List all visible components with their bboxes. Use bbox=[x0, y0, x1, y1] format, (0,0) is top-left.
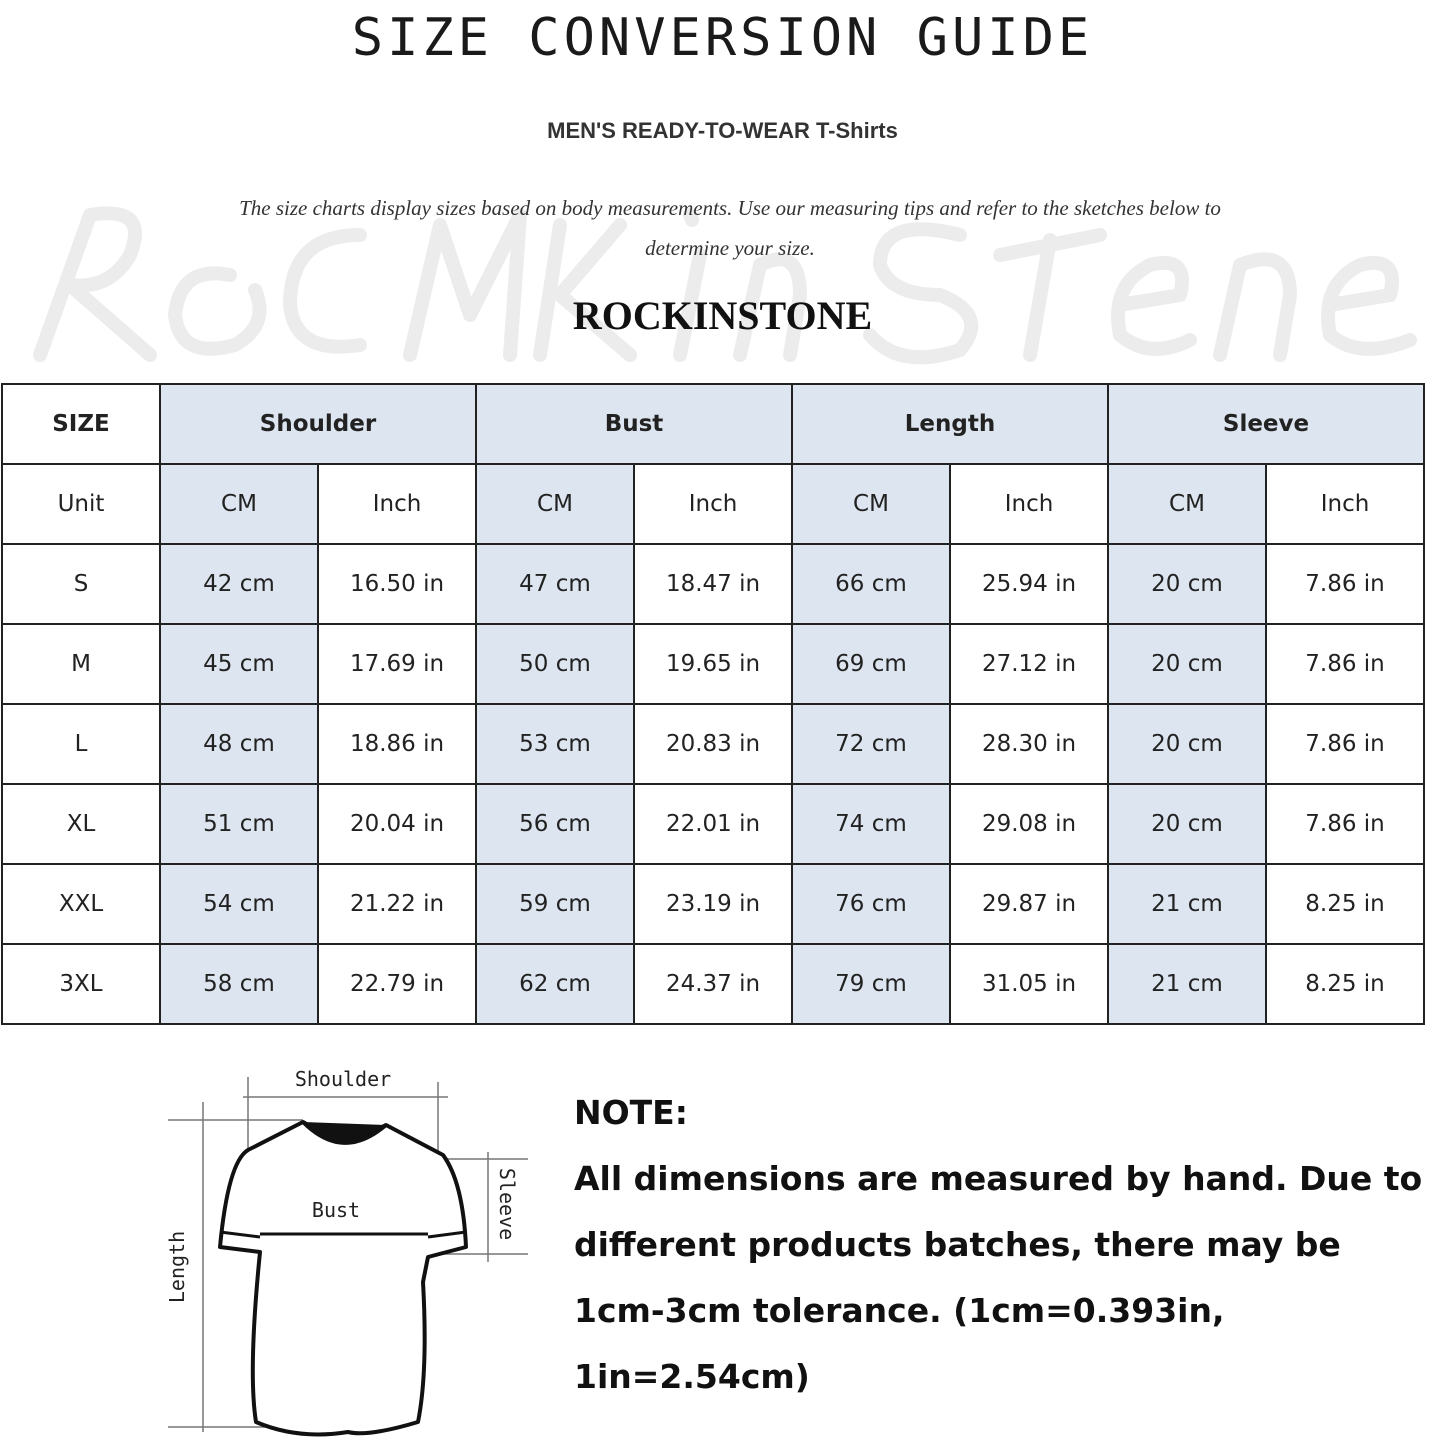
unit-header: Inch bbox=[1265, 463, 1425, 545]
measurement-cell: 59 cm bbox=[475, 863, 635, 945]
measurement-cell: 29.87 in bbox=[949, 863, 1109, 945]
measurement-cell: 8.25 in bbox=[1265, 863, 1425, 945]
measurement-cell: 48 cm bbox=[159, 703, 319, 785]
measurement-cell: 23.19 in bbox=[633, 863, 793, 945]
measurement-cell: 20.83 in bbox=[633, 703, 793, 785]
unit-label: Unit bbox=[1, 463, 161, 545]
measurement-cell: 20 cm bbox=[1107, 543, 1267, 625]
measurement-cell: 66 cm bbox=[791, 543, 951, 625]
measurement-cell: 7.86 in bbox=[1265, 703, 1425, 785]
measurement-cell: 21.22 in bbox=[317, 863, 477, 945]
measurement-cell: 7.86 in bbox=[1265, 783, 1425, 865]
measurement-cell: 74 cm bbox=[791, 783, 951, 865]
watermark-logo bbox=[33, 206, 1417, 365]
measurement-cell: 18.47 in bbox=[633, 543, 793, 625]
measurement-cell: 17.69 in bbox=[317, 623, 477, 705]
table-row: XXL 54 cm 21.22 in 59 cm 23.19 in 76 cm 29.87 … bbox=[1, 863, 1425, 945]
measurement-cell: 79 cm bbox=[791, 943, 951, 1025]
measurement-cell: 25.94 in bbox=[949, 543, 1109, 625]
tshirt-measurement-sketch: Shoulder Bust Length Sleeve bbox=[165, 1067, 528, 1437]
size-cell: XXL bbox=[1, 863, 161, 945]
unit-header: CM bbox=[1107, 463, 1267, 545]
table-row: M 45 cm 17.69 in 50 cm 19.65 in 69 cm 27.12 in… bbox=[1, 623, 1425, 705]
unit-header: CM bbox=[159, 463, 319, 545]
measurement-cell: 31.05 in bbox=[949, 943, 1109, 1025]
table-row: L 48 cm 18.86 in 53 cm 20.83 in 72 cm 28.30 in… bbox=[1, 703, 1425, 785]
measurement-cell: 62 cm bbox=[475, 943, 635, 1025]
description: The size charts display sizes based on b… bbox=[239, 196, 1221, 260]
table-row: S 42 cm 16.50 in 47 cm 18.47 in 66 cm 25.94 in… bbox=[1, 543, 1425, 625]
measurement-cell: 29.08 in bbox=[949, 783, 1109, 865]
measurement-cell: 42 cm bbox=[159, 543, 319, 625]
size-cell: 3XL bbox=[1, 943, 161, 1025]
column-group-sleeve: Sleeve bbox=[1107, 383, 1425, 465]
measurement-cell: 18.86 in bbox=[317, 703, 477, 785]
column-group-length: Length bbox=[791, 383, 1109, 465]
column-group-bust: Bust bbox=[475, 383, 793, 465]
measurement-cell: 20 cm bbox=[1107, 703, 1267, 785]
size-table: SIZE Shoulder Bust Length Sleeve Unit CM Inch CM… bbox=[1, 383, 1425, 1025]
size-cell: L bbox=[1, 703, 161, 785]
note-heading: NOTE: bbox=[574, 1093, 688, 1132]
unit-header: Inch bbox=[317, 463, 477, 545]
page-title: SIZE CONVERSION GUIDE bbox=[351, 8, 1094, 68]
unit-row: Unit CM Inch CM Inch CM Inch CM Inch bbox=[1, 463, 1425, 545]
measurement-cell: 28.30 in bbox=[949, 703, 1109, 785]
measurement-cell: 53 cm bbox=[475, 703, 635, 785]
measurement-cell: 7.86 in bbox=[1265, 623, 1425, 705]
measurement-cell: 16.50 in bbox=[317, 543, 477, 625]
unit-header: CM bbox=[791, 463, 951, 545]
measurement-cell: 22.01 in bbox=[633, 783, 793, 865]
size-cell: XL bbox=[1, 783, 161, 865]
measurement-cell: 20.04 in bbox=[317, 783, 477, 865]
measurement-cell: 72 cm bbox=[791, 703, 951, 785]
brand-name: ROCKINSTONE bbox=[572, 293, 873, 338]
header-row: SIZE Shoulder Bust Length Sleeve bbox=[1, 383, 1425, 465]
measurement-cell: 22.79 in bbox=[317, 943, 477, 1025]
page-subtitle: MEN'S READY-TO-WEAR T-Shirts bbox=[547, 118, 898, 143]
measurement-cell: 19.65 in bbox=[633, 623, 793, 705]
column-group-shoulder: Shoulder bbox=[159, 383, 477, 465]
measurement-cell: 45 cm bbox=[159, 623, 319, 705]
sketch-label-bust: Bust bbox=[312, 1198, 360, 1222]
size-cell: M bbox=[1, 623, 161, 705]
note-section: NOTE: All dimensions are measured by han… bbox=[574, 1080, 1424, 1410]
measurement-cell: 47 cm bbox=[475, 543, 635, 625]
size-header: SIZE bbox=[1, 383, 161, 465]
measurement-cell: 7.86 in bbox=[1265, 543, 1425, 625]
measurement-cell: 24.37 in bbox=[633, 943, 793, 1025]
unit-header: Inch bbox=[949, 463, 1109, 545]
unit-header: Inch bbox=[633, 463, 793, 545]
measurement-cell: 20 cm bbox=[1107, 783, 1267, 865]
measurement-cell: 76 cm bbox=[791, 863, 951, 945]
note-text: All dimensions are measured by hand. Due… bbox=[574, 1159, 1423, 1396]
measurement-cell: 8.25 in bbox=[1265, 943, 1425, 1025]
size-cell: S bbox=[1, 543, 161, 625]
sketch-label-shoulder: Shoulder bbox=[295, 1067, 391, 1091]
measurement-cell: 58 cm bbox=[159, 943, 319, 1025]
measurement-cell: 54 cm bbox=[159, 863, 319, 945]
measurement-cell: 69 cm bbox=[791, 623, 951, 705]
unit-header: CM bbox=[475, 463, 635, 545]
measurement-cell: 21 cm bbox=[1107, 943, 1267, 1025]
sketch-label-length: Length bbox=[165, 1231, 189, 1303]
table-row: 3XL 58 cm 22.79 in 62 cm 24.37 in 79 cm 31.05 … bbox=[1, 943, 1425, 1025]
measurement-cell: 56 cm bbox=[475, 783, 635, 865]
measurement-cell: 21 cm bbox=[1107, 863, 1267, 945]
table-row: XL 51 cm 20.04 in 56 cm 22.01 in 74 cm 29.08 i… bbox=[1, 783, 1425, 865]
measurement-cell: 51 cm bbox=[159, 783, 319, 865]
sketch-label-sleeve: Sleeve bbox=[495, 1168, 519, 1240]
measurement-cell: 20 cm bbox=[1107, 623, 1267, 705]
measurement-cell: 50 cm bbox=[475, 623, 635, 705]
measurement-cell: 27.12 in bbox=[949, 623, 1109, 705]
